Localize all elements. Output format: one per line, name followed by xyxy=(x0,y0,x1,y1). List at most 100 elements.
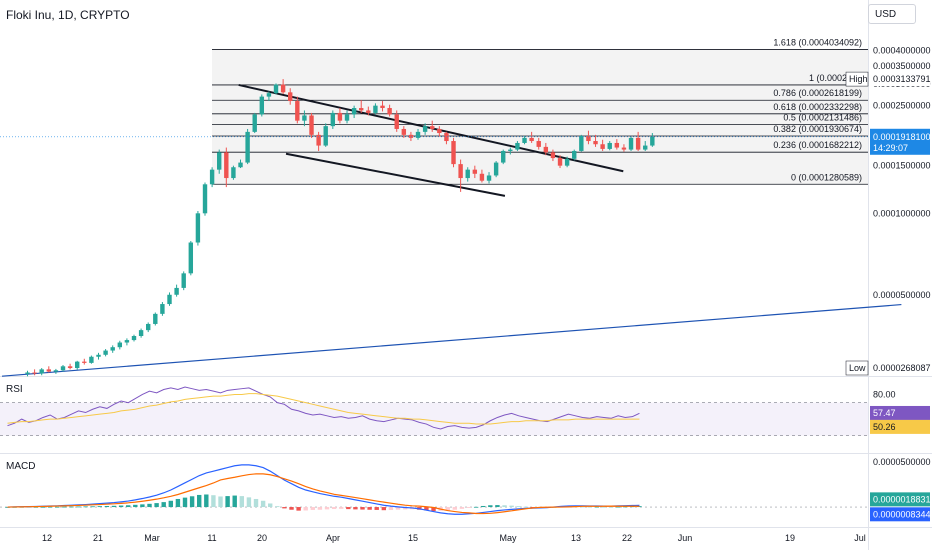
candle-body xyxy=(359,108,364,111)
candle-body xyxy=(117,342,123,348)
candle-body xyxy=(266,93,272,97)
macd-hist-bar xyxy=(374,507,379,510)
candle-body xyxy=(330,112,336,127)
candle-body xyxy=(231,167,236,179)
macd-hist-bar xyxy=(509,505,514,508)
trendline-log-line xyxy=(1,303,902,377)
candle-body xyxy=(252,114,257,132)
candle-body xyxy=(373,105,378,113)
time-tick-label: 20 xyxy=(257,533,267,543)
macd-hist-bar xyxy=(253,498,259,508)
macd-hist-bar xyxy=(346,507,351,510)
macd-hist-bar xyxy=(324,507,330,510)
candle-body xyxy=(572,150,577,159)
candle-body xyxy=(309,115,314,135)
candle-body xyxy=(103,350,108,355)
macd-hist-bar xyxy=(431,507,436,512)
macd-hist-bar xyxy=(268,503,273,508)
macd-hist-bar xyxy=(260,500,266,508)
candle-body xyxy=(422,126,428,132)
symbol-title: Floki Inu, 1D, CRYPTO xyxy=(6,8,130,22)
macd-hist-bar xyxy=(33,506,39,508)
candle-body xyxy=(351,108,357,115)
candle-body xyxy=(437,128,442,134)
high-price-tag: 0.0003133791 xyxy=(873,74,931,84)
candle-body xyxy=(110,347,115,351)
candle-body xyxy=(60,366,66,371)
macd-hist-bar xyxy=(608,506,614,508)
candle-body xyxy=(174,287,179,295)
macd-hist-bar xyxy=(5,506,10,508)
rsi-series-rsi xyxy=(7,386,640,430)
candle-body xyxy=(188,242,194,274)
low-price-tag-bg xyxy=(870,361,930,375)
macd-hist-bar xyxy=(615,506,621,508)
macd-hist-bar xyxy=(62,506,67,508)
trendline-lower-support xyxy=(285,152,506,197)
current-price-tag: 0.0001918100 xyxy=(873,132,931,142)
candle-body xyxy=(238,162,243,168)
macd-hist-bar xyxy=(47,506,53,508)
candle-body xyxy=(408,134,414,138)
time-tick-label: 11 xyxy=(207,533,216,543)
macd-hist-bar xyxy=(275,506,280,508)
macd-hist-bar xyxy=(445,507,450,511)
macd-hist-bar xyxy=(154,503,159,508)
candle-body xyxy=(344,114,350,121)
candle-body xyxy=(167,294,172,305)
macd-hist-bar xyxy=(175,498,181,508)
price-tick-label: 0.0000500000 xyxy=(873,290,931,300)
candle-body xyxy=(316,134,321,146)
currency-button[interactable]: USD xyxy=(868,4,916,24)
candle-body xyxy=(529,137,534,142)
candle-body xyxy=(124,340,130,343)
rsi-value-tag: 57.47 xyxy=(873,408,896,418)
macd-hist-bar xyxy=(289,507,294,510)
macd-hist-bar xyxy=(388,507,394,511)
candle-body xyxy=(579,136,584,151)
candle-body xyxy=(259,96,265,115)
candle-body xyxy=(650,136,655,146)
macd-hist-bar xyxy=(601,506,607,508)
candle-body xyxy=(202,184,208,214)
macd-hist-bar xyxy=(204,494,209,508)
candle-body xyxy=(160,304,165,314)
price-tick-label: 0.0001500000 xyxy=(873,161,931,171)
macd-hist-bar xyxy=(239,496,245,508)
macd-hist-bar xyxy=(147,503,152,508)
high-label: High xyxy=(849,74,868,84)
fib-label: 1 (0.0002982 xyxy=(809,73,862,83)
macd-hist-bar xyxy=(495,505,500,508)
macd-pane-title: MACD xyxy=(6,461,36,472)
candle-body xyxy=(224,152,229,179)
macd-hist-bar xyxy=(488,505,493,508)
candle-body xyxy=(96,354,101,357)
time-tick-label: 21 xyxy=(93,533,103,543)
candle-body xyxy=(280,84,286,93)
candle-body xyxy=(380,105,385,109)
time-tick-label: May xyxy=(499,533,517,543)
candle-body xyxy=(387,108,392,115)
candle-body xyxy=(493,162,499,176)
candle-body xyxy=(82,361,87,363)
time-tick-label: 15 xyxy=(408,533,418,543)
macd-hist-bar xyxy=(161,502,166,508)
candle-body xyxy=(621,147,627,150)
macd-hist-bar xyxy=(133,504,138,508)
candle-body xyxy=(515,142,520,150)
candle-body xyxy=(181,273,186,288)
candle-body xyxy=(550,152,556,159)
macd-hist-bar xyxy=(104,505,110,508)
rsi-pane-title: RSI xyxy=(6,384,23,395)
macd-hist-bar xyxy=(466,507,472,508)
macd-hist-bar xyxy=(97,506,103,508)
candle-body xyxy=(486,175,492,181)
macd-hist-bar xyxy=(218,496,223,508)
candle-body xyxy=(46,369,52,372)
time-tick-label: 19 xyxy=(785,533,795,543)
candle-body xyxy=(401,128,407,135)
time-tick-label: 22 xyxy=(622,533,632,543)
fib-label: 0.382 (0.0001930674) xyxy=(773,124,862,134)
macd-hist-bar xyxy=(211,495,216,508)
